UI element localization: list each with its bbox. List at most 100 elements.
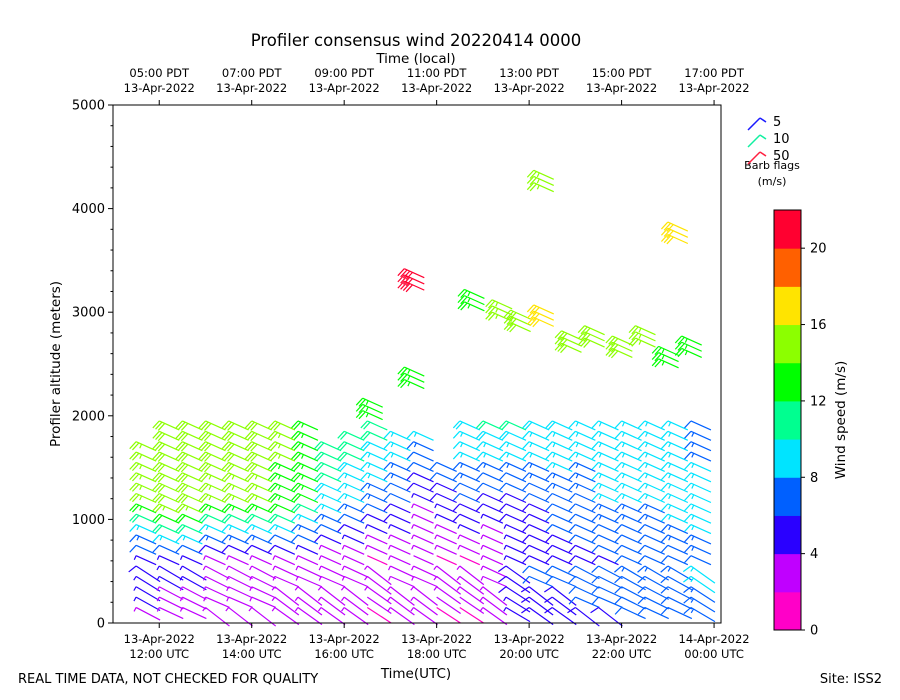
wind-barb: [397, 274, 425, 286]
wind-barb: [272, 575, 300, 588]
wind-barb: [434, 513, 457, 524]
barb-staff: [551, 586, 577, 606]
colorbar-tick-label: 4: [810, 547, 818, 562]
wind-barb: [660, 606, 693, 620]
barb-staff: [505, 451, 527, 462]
barb-staff: [413, 503, 434, 514]
wind-barb: [337, 482, 365, 493]
wind-barb: [637, 534, 665, 545]
barb-flag: [267, 451, 276, 460]
barb-half-flag: [479, 596, 484, 602]
barb-flag: [363, 421, 371, 430]
barb-staff: [320, 513, 342, 524]
barb-half-flag: [344, 473, 348, 479]
wind-barb: [503, 524, 527, 535]
wind-barb: [628, 325, 656, 336]
barb-staff: [297, 544, 319, 555]
barb-half-flag: [364, 586, 368, 591]
barb-staff: [436, 575, 462, 595]
barb-staff: [690, 544, 712, 555]
barb-flag: [155, 515, 163, 523]
barb-half-flag: [456, 576, 461, 581]
barb-flag: [457, 289, 465, 297]
wind-barb: [294, 606, 323, 626]
barb-staff: [551, 513, 573, 524]
barb-staff: [528, 534, 550, 545]
barb-staff: [482, 441, 504, 452]
barb-flag: [663, 222, 672, 231]
barb-half-flag: [156, 565, 160, 571]
wind-barb: [271, 596, 300, 616]
barb-half-flag: [367, 463, 371, 469]
wind-barb: [554, 342, 582, 354]
barb-flag: [560, 339, 568, 347]
barb-flag: [131, 463, 140, 472]
barb-flag: [654, 359, 662, 368]
barb-staff: [135, 492, 157, 504]
barb-staff: [367, 492, 388, 504]
barb-staff: [482, 492, 504, 504]
barb-flag: [610, 344, 619, 353]
barb-staff: [459, 565, 485, 586]
barb-half-flag: [691, 463, 695, 469]
barb-staff: [320, 524, 342, 535]
barb-staff: [459, 555, 481, 566]
wind-barb: [388, 524, 411, 535]
barb-staff: [135, 565, 161, 583]
barb-flag: [548, 421, 556, 430]
barb-half-flag: [434, 503, 438, 509]
barb-staff: [621, 555, 642, 566]
barb-flag: [250, 454, 258, 462]
barb-staff: [343, 565, 369, 578]
barb-flag: [314, 513, 322, 522]
wind-barb: [568, 420, 596, 431]
legend-label: 10: [773, 132, 790, 147]
wind-barb: [476, 451, 504, 462]
barb-flag: [591, 472, 599, 481]
wind-barb: [459, 606, 485, 624]
barb-flag: [131, 473, 140, 482]
barb-flag: [568, 420, 576, 429]
barb-staff: [390, 482, 411, 493]
barb-flag: [452, 472, 461, 481]
barb-flag: [660, 503, 669, 512]
barb-staff: [251, 430, 272, 441]
barb-half-flag: [277, 495, 281, 501]
barb-flag: [157, 495, 166, 504]
wind-barb: [545, 544, 573, 555]
wind-barb: [522, 492, 550, 504]
barb-flag: [660, 524, 669, 532]
barb-staff: [320, 586, 346, 606]
barb-half-flag: [575, 473, 579, 479]
barb-half-flag: [182, 535, 186, 541]
wind-barb: [591, 472, 619, 483]
barb-flag: [175, 503, 183, 512]
barb-flag: [568, 493, 576, 501]
barb-staff: [228, 513, 249, 524]
barb-flag: [637, 462, 646, 470]
x-tick-time: 22:00 UTC: [592, 647, 652, 661]
barb-half-flag: [598, 515, 602, 520]
wind-barb: [198, 503, 226, 514]
barb-flag: [291, 472, 299, 481]
wind-barb: [360, 461, 388, 472]
wind-barb: [568, 565, 600, 580]
barb-flag: [178, 421, 186, 430]
wind-barb: [129, 513, 157, 524]
barb-staff: [436, 482, 457, 493]
barb-half-flag: [365, 412, 369, 418]
barb-flag: [532, 319, 540, 328]
barb-flag: [337, 441, 345, 450]
wind-barb: [267, 534, 296, 545]
barb-staff: [459, 544, 481, 555]
barb-half-flag: [503, 607, 507, 612]
barb-staff: [551, 472, 573, 483]
barb-staff: [320, 596, 346, 616]
top-tick-time: 11:00 PDT: [407, 66, 468, 80]
barb-flag: [637, 451, 646, 460]
barb-flag: [405, 278, 413, 286]
wind-barb: [480, 555, 504, 566]
barb-half-flag: [133, 586, 137, 591]
barb-staff: [644, 534, 665, 545]
barb-flag: [591, 586, 599, 595]
